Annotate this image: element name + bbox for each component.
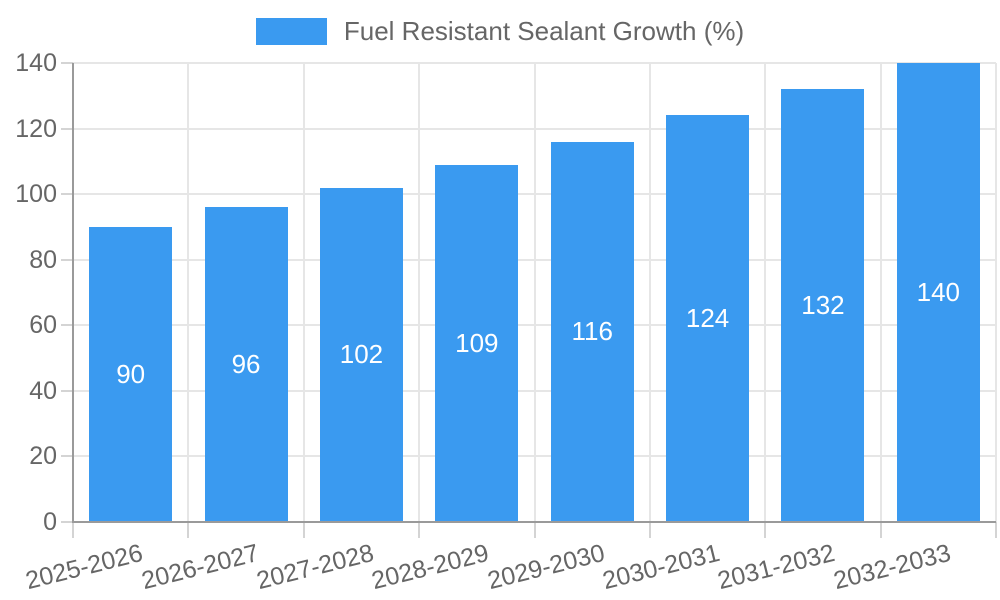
x-tick-label: 2025-2026 — [22, 538, 146, 596]
bar-value-label: 132 — [801, 290, 845, 321]
bar-value-label: 96 — [231, 349, 261, 380]
chart-legend[interactable]: Fuel Resistant Sealant Growth (%) — [0, 16, 1000, 47]
bar-value-label: 140 — [916, 277, 960, 307]
legend-swatch[interactable] — [255, 18, 327, 45]
x-tick-label: 2029-2030 — [484, 538, 608, 596]
y-tick-label: 0 — [43, 508, 57, 536]
y-tick-mark — [61, 521, 73, 523]
y-tick-mark — [61, 324, 73, 327]
x-tick-mark — [533, 522, 536, 538]
bar-value-label: 124 — [685, 303, 730, 334]
y-tick-mark — [61, 258, 73, 261]
bar: 116 — [550, 141, 634, 522]
gridline-vertical — [302, 63, 305, 522]
x-tick-mark — [648, 522, 651, 538]
bar-value-label: 116 — [571, 316, 613, 347]
gridline-vertical — [879, 63, 882, 522]
y-tick-label: 120 — [15, 114, 57, 143]
bar: 109 — [435, 164, 519, 522]
bar: 124 — [666, 115, 750, 522]
y-tick-label: 100 — [15, 180, 57, 209]
x-tick-label: 2030-2031 — [599, 538, 723, 596]
y-tick-label: 40 — [29, 376, 57, 405]
bar: 102 — [319, 187, 403, 522]
bar-value-label: 109 — [455, 327, 499, 358]
gridline-vertical — [418, 63, 421, 522]
y-tick-label: 140 — [15, 49, 57, 77]
legend-label[interactable]: Fuel Resistant Sealant Growth (%) — [343, 16, 745, 46]
bar: 96 — [204, 207, 288, 522]
y-tick-mark — [61, 127, 73, 130]
bar: 90 — [89, 226, 173, 522]
x-axis-line — [72, 521, 996, 523]
bar-value-label: 90 — [116, 358, 146, 389]
gridline-vertical — [533, 63, 536, 522]
y-tick-mark — [61, 389, 73, 392]
x-tick-label: 2028-2029 — [369, 538, 492, 596]
x-tick-mark — [302, 522, 305, 538]
x-tick-mark — [995, 522, 997, 538]
bar: 140 — [896, 63, 980, 522]
y-tick-mark — [61, 455, 73, 458]
gridline-vertical — [187, 63, 190, 522]
x-tick-label: 2026-2027 — [138, 538, 262, 596]
y-tick-mark — [61, 193, 73, 196]
y-tick-label: 20 — [29, 442, 57, 471]
x-tick-label: 2031-2032 — [715, 538, 838, 596]
y-tick-mark — [61, 62, 73, 64]
x-tick-label: 2027-2028 — [253, 538, 377, 596]
bar: 132 — [781, 89, 865, 522]
y-tick-label: 80 — [29, 245, 57, 274]
gridline-vertical — [764, 63, 767, 522]
gridline-vertical — [648, 63, 651, 522]
y-axis-line — [72, 63, 74, 522]
x-tick-mark — [72, 522, 74, 538]
x-tick-mark — [418, 522, 421, 538]
y-tick-label: 60 — [29, 311, 57, 340]
bar-value-label: 102 — [339, 339, 384, 370]
x-tick-mark — [764, 522, 767, 538]
x-tick-label: 2032-2033 — [830, 538, 954, 596]
x-tick-mark — [879, 522, 882, 538]
gridline-vertical — [995, 63, 997, 522]
x-tick-mark — [187, 522, 190, 538]
